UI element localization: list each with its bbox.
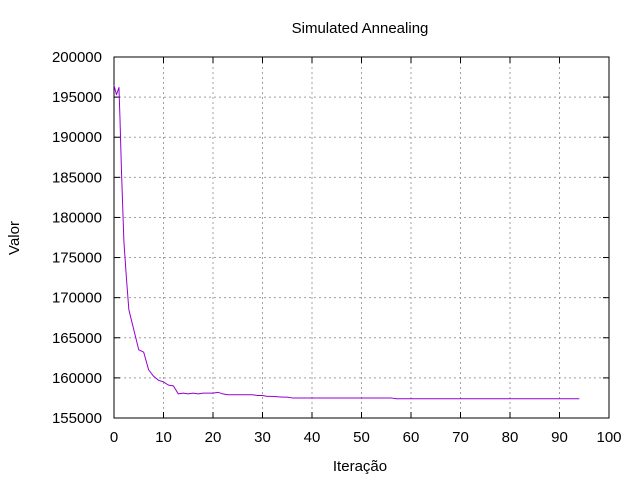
series — [113, 84, 580, 400]
axes — [113, 56, 610, 419]
y-tick-label: 160000 — [52, 370, 102, 387]
x-tick-label: 30 — [254, 429, 271, 446]
x-tick-label: 10 — [155, 429, 172, 446]
x-tick-label: 100 — [596, 429, 621, 446]
y-axis-label: Valor — [6, 221, 23, 255]
y-tick-label: 175000 — [52, 250, 102, 267]
y-tick-label: 190000 — [52, 129, 102, 146]
y-tick-label: 200000 — [52, 49, 102, 66]
x-tick-label: 50 — [353, 429, 370, 446]
y-tick-label: 185000 — [52, 169, 102, 186]
y-tick-label: 180000 — [52, 209, 102, 226]
tick-labels: 0 10 20 30 40 50 60 70 80 90 100 155000 160000 165000… — [52, 49, 622, 446]
x-tick-label: 40 — [304, 429, 321, 446]
series-line — [113, 84, 580, 400]
y-tick-label: 195000 — [52, 89, 102, 106]
y-tick-label: 170000 — [52, 290, 102, 307]
x-axis-label: Iteração — [333, 458, 387, 475]
x-tick-label: 80 — [502, 429, 519, 446]
grid — [114, 57, 609, 418]
x-tick-label: 0 — [110, 429, 118, 446]
x-tick-label: 20 — [205, 429, 222, 446]
x-tick-label: 70 — [452, 429, 469, 446]
x-tick-label: 60 — [403, 429, 420, 446]
y-tick-label: 165000 — [52, 330, 102, 347]
y-tick-label: 155000 — [52, 410, 102, 427]
x-tick-label: 90 — [551, 429, 568, 446]
chart-title: Simulated Annealing — [292, 20, 429, 37]
